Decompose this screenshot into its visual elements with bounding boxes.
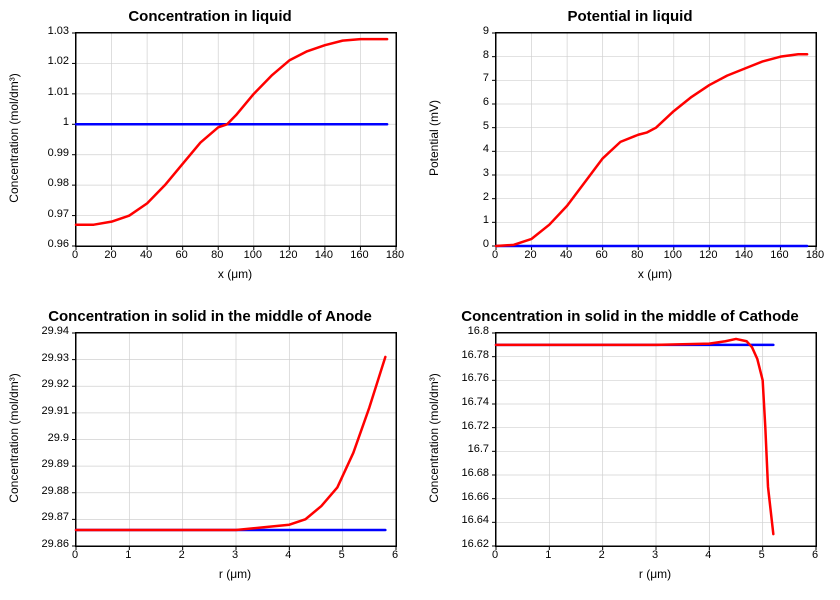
x-tick-label: 100 — [658, 249, 688, 261]
x-tick-label: 5 — [747, 549, 777, 561]
chart-panel-1: Potential in liquid020406080100120140160… — [420, 0, 840, 300]
x-tick-label: 1 — [533, 549, 563, 561]
y-tick-label: 29.9 — [48, 432, 69, 444]
series-line-computed — [76, 357, 385, 530]
x-tick-label: 0 — [60, 549, 90, 561]
y-tick-label: 29.89 — [41, 458, 69, 470]
x-tick-label: 4 — [693, 549, 723, 561]
y-axis-label: Concentration (mol/dm³) — [427, 363, 441, 513]
chart-grid: Concentration in liquid02040608010012014… — [0, 0, 840, 600]
x-axis-label: r (μm) — [495, 567, 815, 581]
y-axis-label: Concentration (mol/dm³) — [7, 363, 21, 513]
x-tick-label: 80 — [202, 249, 232, 261]
x-tick-label: 5 — [327, 549, 357, 561]
y-tick-label: 16.76 — [461, 372, 489, 384]
x-tick-label: 20 — [96, 249, 126, 261]
x-tick-label: 3 — [640, 549, 670, 561]
y-tick-label: 0.96 — [48, 238, 69, 250]
y-tick-label: 0.99 — [48, 147, 69, 159]
y-tick-label: 7 — [483, 72, 489, 84]
x-tick-label: 80 — [622, 249, 652, 261]
y-tick-label: 9 — [483, 25, 489, 37]
y-tick-label: 2 — [483, 191, 489, 203]
x-tick-label: 40 — [551, 249, 581, 261]
x-tick-label: 160 — [344, 249, 374, 261]
y-tick-label: 1 — [483, 214, 489, 226]
x-axis-label: x (μm) — [75, 267, 395, 281]
y-tick-label: 0 — [483, 238, 489, 250]
chart-panel-2: Concentration in solid in the middle of … — [0, 300, 420, 600]
x-tick-label: 2 — [167, 549, 197, 561]
x-tick-label: 140 — [309, 249, 339, 261]
plot-area — [495, 32, 817, 247]
x-tick-label: 60 — [587, 249, 617, 261]
y-tick-label: 16.62 — [461, 538, 489, 550]
y-tick-label: 8 — [483, 49, 489, 61]
x-tick-label: 60 — [167, 249, 197, 261]
y-tick-label: 6 — [483, 96, 489, 108]
x-tick-label: 120 — [273, 249, 303, 261]
y-tick-label: 29.92 — [41, 378, 69, 390]
plot-area — [495, 332, 817, 547]
x-tick-label: 3 — [220, 549, 250, 561]
y-tick-label: 29.86 — [41, 538, 69, 550]
y-tick-label: 16.66 — [461, 491, 489, 503]
x-tick-label: 100 — [238, 249, 268, 261]
y-tick-label: 1 — [63, 116, 69, 128]
series-line-computed — [76, 39, 387, 225]
x-tick-label: 40 — [131, 249, 161, 261]
y-tick-label: 29.91 — [41, 405, 69, 417]
x-tick-label: 180 — [380, 249, 410, 261]
x-tick-label: 120 — [693, 249, 723, 261]
y-axis-label: Concentration (mol/dm³) — [7, 63, 21, 213]
chart-title: Concentration in liquid — [0, 8, 420, 25]
x-tick-label: 180 — [800, 249, 830, 261]
y-tick-label: 0.98 — [48, 177, 69, 189]
x-axis-label: r (μm) — [75, 567, 395, 581]
x-tick-label: 4 — [273, 549, 303, 561]
y-tick-label: 16.72 — [461, 420, 489, 432]
y-tick-label: 29.94 — [41, 325, 69, 337]
y-tick-label: 16.78 — [461, 349, 489, 361]
y-tick-label: 16.68 — [461, 467, 489, 479]
x-tick-label: 0 — [60, 249, 90, 261]
y-tick-label: 3 — [483, 167, 489, 179]
x-tick-label: 1 — [113, 549, 143, 561]
chart-panel-0: Concentration in liquid 0 20 40 60 80 100 120 14… — [0, 0, 420, 300]
chart-title: Potential in liquid — [420, 8, 840, 25]
y-axis-label: Potential (mV) — [427, 63, 441, 213]
plot-area — [75, 32, 397, 247]
y-tick-label: 1.01 — [48, 86, 69, 98]
series-line-computed — [496, 339, 773, 534]
y-tick-label: 29.93 — [41, 352, 69, 364]
x-tick-label: 0 — [480, 549, 510, 561]
x-tick-label: 6 — [380, 549, 410, 561]
x-tick-label: 160 — [764, 249, 794, 261]
y-tick-label: 1.03 — [48, 25, 69, 37]
y-tick-label: 16.7 — [468, 443, 489, 455]
x-tick-label: 2 — [587, 549, 617, 561]
y-tick-label: 29.88 — [41, 485, 69, 497]
series-line-computed — [496, 54, 807, 246]
y-tick-label: 16.74 — [461, 396, 489, 408]
y-tick-label: 16.8 — [468, 325, 489, 337]
y-tick-label: 1.02 — [48, 55, 69, 67]
y-tick-label: 16.64 — [461, 514, 489, 526]
x-tick-label: 0 — [480, 249, 510, 261]
x-axis-label: x (μm) — [495, 267, 815, 281]
y-tick-label: 4 — [483, 143, 489, 155]
x-tick-label: 20 — [516, 249, 546, 261]
chart-title: Concentration in solid in the middle of … — [0, 308, 420, 325]
x-tick-label: 140 — [729, 249, 759, 261]
y-tick-label: 0.97 — [48, 208, 69, 220]
x-tick-label: 6 — [800, 549, 830, 561]
chart-title: Concentration in solid in the middle of … — [420, 308, 840, 325]
y-tick-label: 5 — [483, 120, 489, 132]
plot-area — [75, 332, 397, 547]
y-tick-label: 29.87 — [41, 511, 69, 523]
chart-panel-3: Concentration in solid in the middle of … — [420, 300, 840, 600]
